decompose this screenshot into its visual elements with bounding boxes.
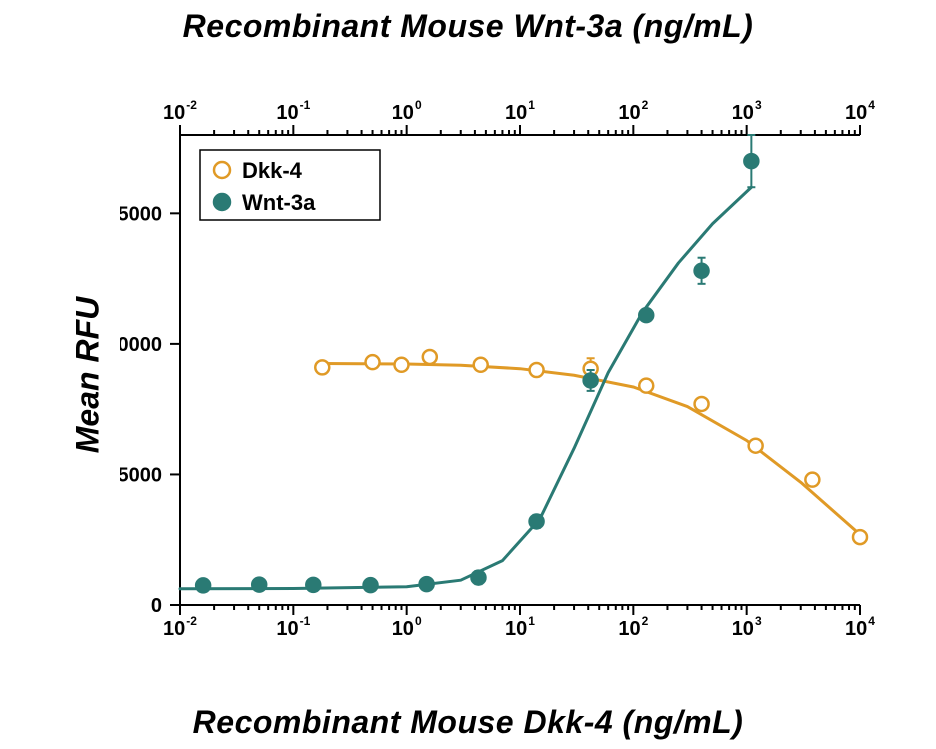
svg-text:5000: 5000	[120, 464, 162, 486]
svg-text:10-2: 10-2	[163, 98, 197, 124]
svg-text:10000: 10000	[120, 334, 162, 356]
svg-text:10-1: 10-1	[276, 98, 310, 124]
svg-text:Dkk-4: Dkk-4	[242, 158, 303, 183]
svg-text:100: 100	[392, 614, 422, 640]
y-axis-title: Mean RFU	[70, 296, 107, 452]
svg-text:101: 101	[505, 614, 535, 640]
dose-response-chart: Recombinant Mouse Wnt-3a (ng/mL) Mean RF…	[0, 0, 936, 749]
svg-text:100: 100	[392, 98, 422, 124]
plot-svg: 0 5000 10000 15000 10-2 10-1 100 101 102 103 104 10…	[120, 65, 900, 685]
svg-text:101: 101	[505, 98, 535, 124]
svg-text:102: 102	[618, 98, 648, 124]
svg-text:103: 103	[732, 614, 762, 640]
svg-text:104: 104	[845, 614, 875, 640]
svg-text:10-2: 10-2	[163, 614, 197, 640]
svg-text:10-1: 10-1	[276, 614, 310, 640]
x-top-title: Recombinant Mouse Wnt-3a (ng/mL)	[0, 8, 936, 45]
svg-text:0: 0	[151, 595, 162, 617]
svg-text:Wnt-3a: Wnt-3a	[242, 190, 316, 215]
svg-text:15000: 15000	[120, 203, 162, 225]
svg-text:102: 102	[618, 614, 648, 640]
svg-text:103: 103	[732, 98, 762, 124]
x-bottom-title: Recombinant Mouse Dkk-4 (ng/mL)	[0, 704, 936, 741]
svg-text:104: 104	[845, 98, 875, 124]
